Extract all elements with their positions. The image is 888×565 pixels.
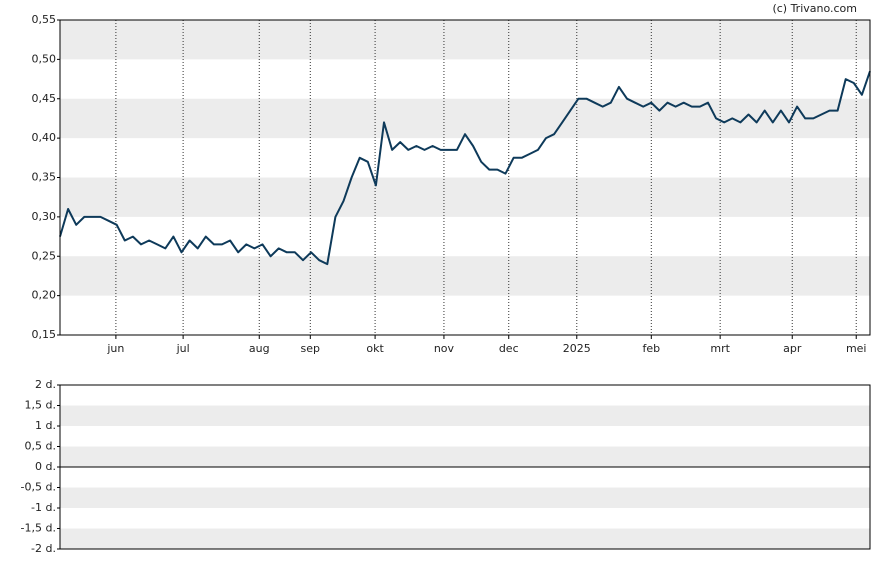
y-tick-label: 0,25 — [32, 249, 57, 262]
x-tick-label: dec — [499, 342, 519, 355]
y-tick-label: 0,40 — [32, 131, 57, 144]
band — [60, 256, 870, 296]
band — [60, 487, 870, 508]
x-tick-label: mei — [846, 342, 867, 355]
x-tick-label: aug — [249, 342, 270, 355]
y-tick-label: 0,30 — [32, 210, 57, 223]
plot-frame — [59, 384, 871, 550]
y-tick-label: 1,5 d. — [25, 399, 56, 412]
x-tick-label: feb — [642, 342, 660, 355]
y-tick-label: -1,5 d. — [21, 522, 56, 535]
y-tick-label: 0,35 — [32, 171, 57, 184]
y-tick-label: 0,20 — [32, 289, 57, 302]
y-tick-label: 0,55 — [32, 13, 57, 26]
band — [60, 405, 870, 426]
y-tick-label: 2 d. — [35, 378, 56, 391]
x-tick-label: nov — [434, 342, 455, 355]
x-tick-label: jun — [106, 342, 124, 355]
x-tick-label: apr — [783, 342, 802, 355]
y-tick-label: -2 d. — [31, 542, 56, 555]
x-tick-label: mrt — [710, 342, 730, 355]
x-tick-label: 2025 — [563, 342, 591, 355]
band — [60, 20, 870, 60]
y-tick-label: 0,45 — [32, 92, 57, 105]
x-tick-label: okt — [366, 342, 384, 355]
y-tick-label: 1 d. — [35, 419, 56, 432]
band — [60, 528, 870, 549]
y-tick-label: 0,5 d. — [25, 440, 56, 453]
band — [60, 446, 870, 467]
band — [60, 177, 870, 217]
y-tick-label: 0,15 — [32, 328, 57, 341]
x-tick-label: jul — [176, 342, 190, 355]
plot-frame — [59, 19, 871, 336]
credit: (c) Trivano.com — [772, 2, 857, 15]
price-line — [59, 70, 871, 266]
y-tick-label: 0 d. — [35, 460, 56, 473]
y-tick-label: 0,50 — [32, 52, 57, 65]
y-tick-label: -1 d. — [31, 501, 56, 514]
x-tick-label: sep — [301, 342, 320, 355]
y-tick-label: -0,5 d. — [21, 481, 56, 494]
band — [60, 98, 870, 139]
